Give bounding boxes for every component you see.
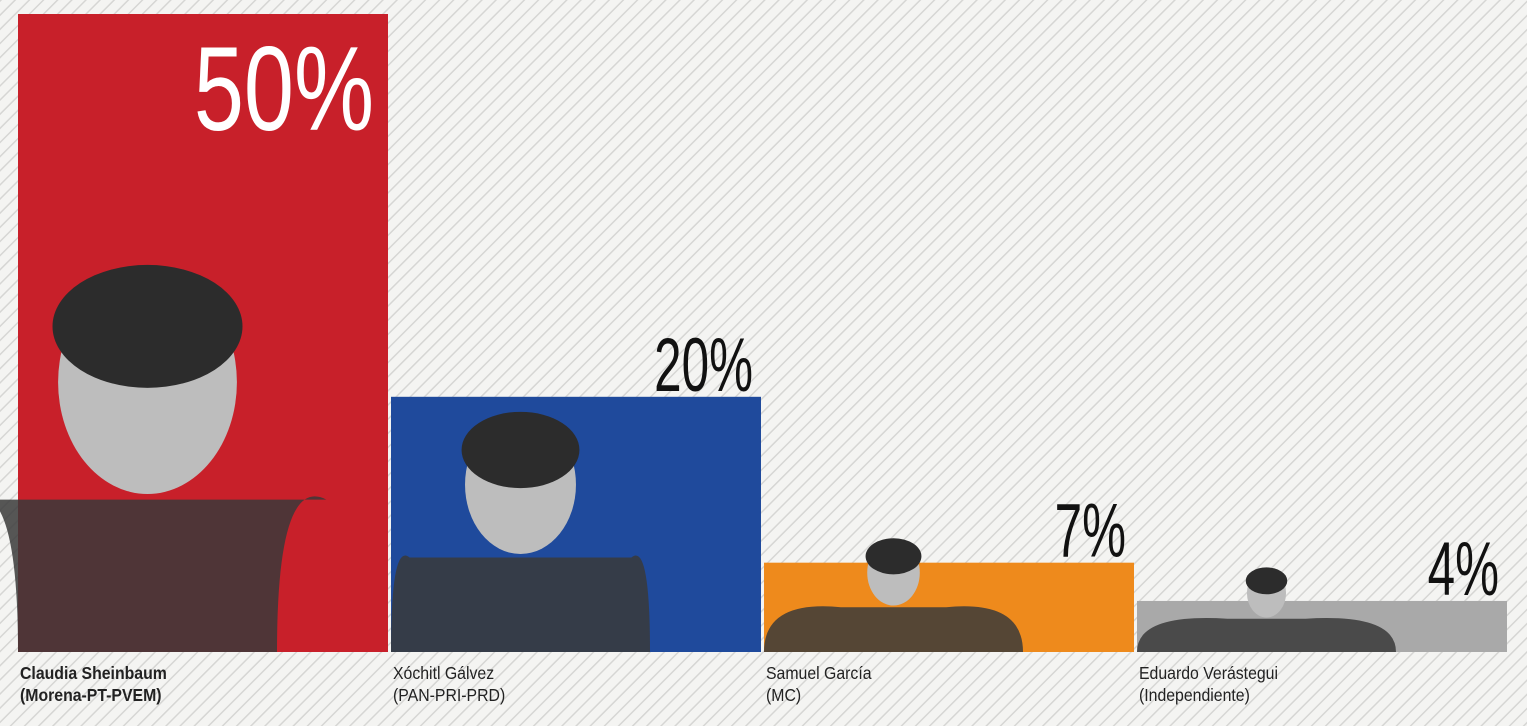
photo-hair xyxy=(461,411,580,489)
bars: 50% Claudia Sheinbaum(Morena-PT-PVEM) 20% X… xyxy=(0,14,1507,705)
value-label: 7% xyxy=(1055,488,1126,573)
photo-hair xyxy=(1245,567,1288,595)
candidate-party: (Independiente) xyxy=(1139,685,1250,705)
candidate-party: (Morena-PT-PVEM) xyxy=(20,685,162,705)
candidate-name: Samuel García xyxy=(766,663,872,683)
value-label: 4% xyxy=(1428,526,1499,611)
photo-hair xyxy=(52,264,243,388)
value-label: 50% xyxy=(194,23,374,157)
photo-body xyxy=(1137,617,1396,652)
photo-body xyxy=(0,496,327,652)
photo-hair xyxy=(865,538,922,575)
candidate-party: (PAN-PRI-PRD) xyxy=(393,685,505,705)
candidate-name: Xóchitl Gálvez xyxy=(393,663,494,683)
photo-body xyxy=(764,606,1023,652)
candidate-party: (MC) xyxy=(766,685,801,705)
candidate-name: Claudia Sheinbaum xyxy=(20,663,167,683)
value-label: 20% xyxy=(654,322,753,407)
candidate-name: Eduardo Verástegui xyxy=(1139,663,1278,683)
photo-body xyxy=(391,555,650,652)
